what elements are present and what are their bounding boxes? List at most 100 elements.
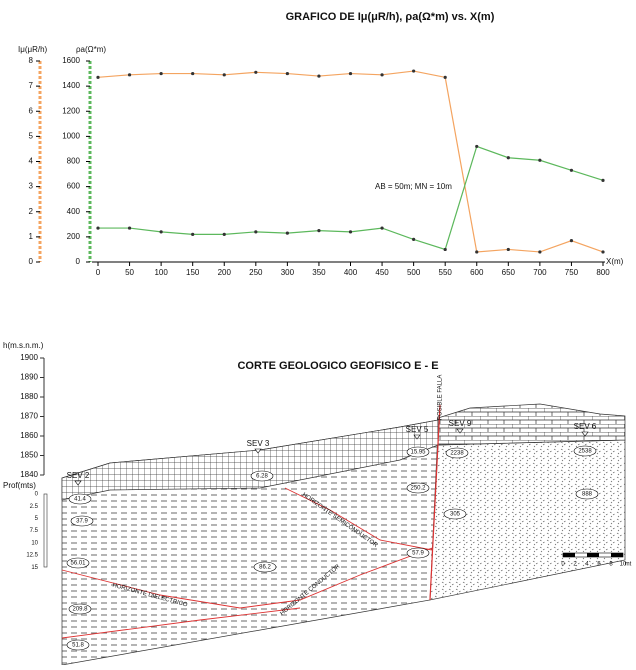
y2-tick-label: 600 — [67, 182, 81, 191]
point — [444, 248, 447, 251]
x-tick-label: 200 — [218, 268, 232, 277]
depth-tick-label: 12.5 — [26, 553, 38, 559]
x-axis-label: X(m) — [606, 257, 624, 266]
point — [601, 250, 604, 253]
elevation-tick-label: 1860 — [20, 431, 38, 440]
depth-tick-label: 15 — [31, 565, 38, 571]
scale-bar — [563, 553, 575, 557]
point — [380, 73, 383, 76]
sev-label: SEV 3 — [247, 439, 270, 448]
y-tick-label: 0 — [29, 257, 34, 266]
resistivity-label: 305 — [450, 512, 461, 518]
depth-tick-label: 2.5 — [30, 504, 39, 510]
y-tick-label: 4 — [29, 157, 34, 166]
point — [507, 248, 510, 251]
elevation-tick-label: 1900 — [20, 353, 38, 362]
point — [538, 159, 541, 162]
scale-bar — [587, 553, 599, 557]
point — [444, 76, 447, 79]
point — [538, 250, 541, 253]
y2-tick-label: 1600 — [62, 56, 80, 65]
point — [286, 232, 289, 235]
sev-label: SEV 6 — [574, 422, 597, 431]
x-tick-label: 500 — [407, 268, 421, 277]
elevation-label: h(m.s.n.m.) — [3, 341, 44, 350]
point — [317, 229, 320, 232]
y2-tick-label: 1000 — [62, 131, 80, 140]
point — [570, 239, 573, 242]
page: GRAFICO DE Iμ(μR/h), ρa(Ω*m) vs. X(m) Iμ… — [0, 0, 636, 665]
point — [507, 156, 510, 159]
series-line — [98, 146, 603, 249]
elevation-tick-label: 1890 — [20, 373, 38, 382]
fault-label: POSIBLE FALLA — [438, 375, 444, 420]
y-tick-label: 7 — [29, 81, 34, 90]
depth-tick-label: 0 — [35, 492, 39, 498]
resistivity-label: 2238 — [450, 451, 464, 457]
sev-label: SEV 9 — [449, 419, 472, 428]
point — [128, 226, 131, 229]
point — [349, 230, 352, 233]
y-tick-label: 5 — [29, 131, 34, 140]
x-tick-label: 450 — [375, 268, 389, 277]
resistivity-label: 250.2 — [410, 486, 426, 492]
resistivity-label: 6.28 — [256, 474, 268, 480]
scale-bar — [611, 553, 623, 557]
sev-label: SEV 2 — [67, 471, 90, 480]
section-title: CORTE GEOLOGICO GEOFISICO E - E — [237, 360, 438, 372]
granular-layer — [430, 440, 625, 600]
point — [160, 230, 163, 233]
point — [254, 230, 257, 233]
y2-tick-label: 400 — [67, 207, 81, 216]
x-tick-label: 400 — [344, 268, 358, 277]
depth-axis — [44, 494, 47, 567]
y-tick-label: 2 — [29, 207, 34, 216]
sev-label: SEV 5 — [406, 425, 429, 434]
y-tick-label: 8 — [29, 56, 34, 65]
point — [223, 73, 226, 76]
resistivity-label: 888 — [582, 492, 593, 498]
depth-tick-label: 10 — [31, 540, 38, 546]
x-tick-label: 300 — [281, 268, 295, 277]
y2-tick-label: 800 — [67, 157, 81, 166]
elevation-tick-label: 1880 — [20, 392, 38, 401]
x-tick-label: 750 — [565, 268, 579, 277]
x-tick-label: 800 — [596, 268, 610, 277]
point — [570, 169, 573, 172]
resistivity-label: 2538 — [578, 449, 592, 455]
x-tick-label: 350 — [312, 268, 326, 277]
x-tick-label: 600 — [470, 268, 484, 277]
point — [380, 226, 383, 229]
y-axis-label: Iμ(μR/h) — [18, 45, 48, 54]
resistivity-label: 15.95 — [410, 450, 426, 456]
point — [317, 74, 320, 77]
x-tick-label: 250 — [249, 268, 263, 277]
x-tick-label: 700 — [533, 268, 547, 277]
point — [412, 69, 415, 72]
y2-tick-label: 0 — [76, 257, 81, 266]
elevation-tick-label: 1850 — [20, 451, 38, 460]
resistivity-label: 41.4 — [74, 497, 86, 503]
point — [475, 250, 478, 253]
x-tick-label: 550 — [439, 268, 453, 277]
y-tick-label: 6 — [29, 106, 34, 115]
depth-tick-label: 5 — [35, 516, 39, 522]
x-tick-label: 50 — [125, 268, 134, 277]
y-tick-label: 1 — [29, 232, 34, 241]
point — [601, 179, 604, 182]
point — [160, 72, 163, 75]
point — [128, 73, 131, 76]
x-tick-label: 100 — [154, 268, 168, 277]
elevation-tick-label: 1870 — [20, 412, 38, 421]
series-line — [98, 71, 603, 252]
cross-section: CORTE GEOLOGICO GEOFISICO E - E h(m.s.n.… — [3, 341, 632, 665]
point — [191, 233, 194, 236]
resistivity-label: 86.2 — [259, 565, 271, 571]
point — [96, 226, 99, 229]
resistivity-label: 37.9 — [76, 519, 88, 525]
depth-tick-label: 7.5 — [30, 528, 39, 534]
resistivity-label: 57.9 — [412, 551, 424, 557]
point — [349, 72, 352, 75]
x-tick-label: 650 — [502, 268, 516, 277]
point — [191, 72, 194, 75]
